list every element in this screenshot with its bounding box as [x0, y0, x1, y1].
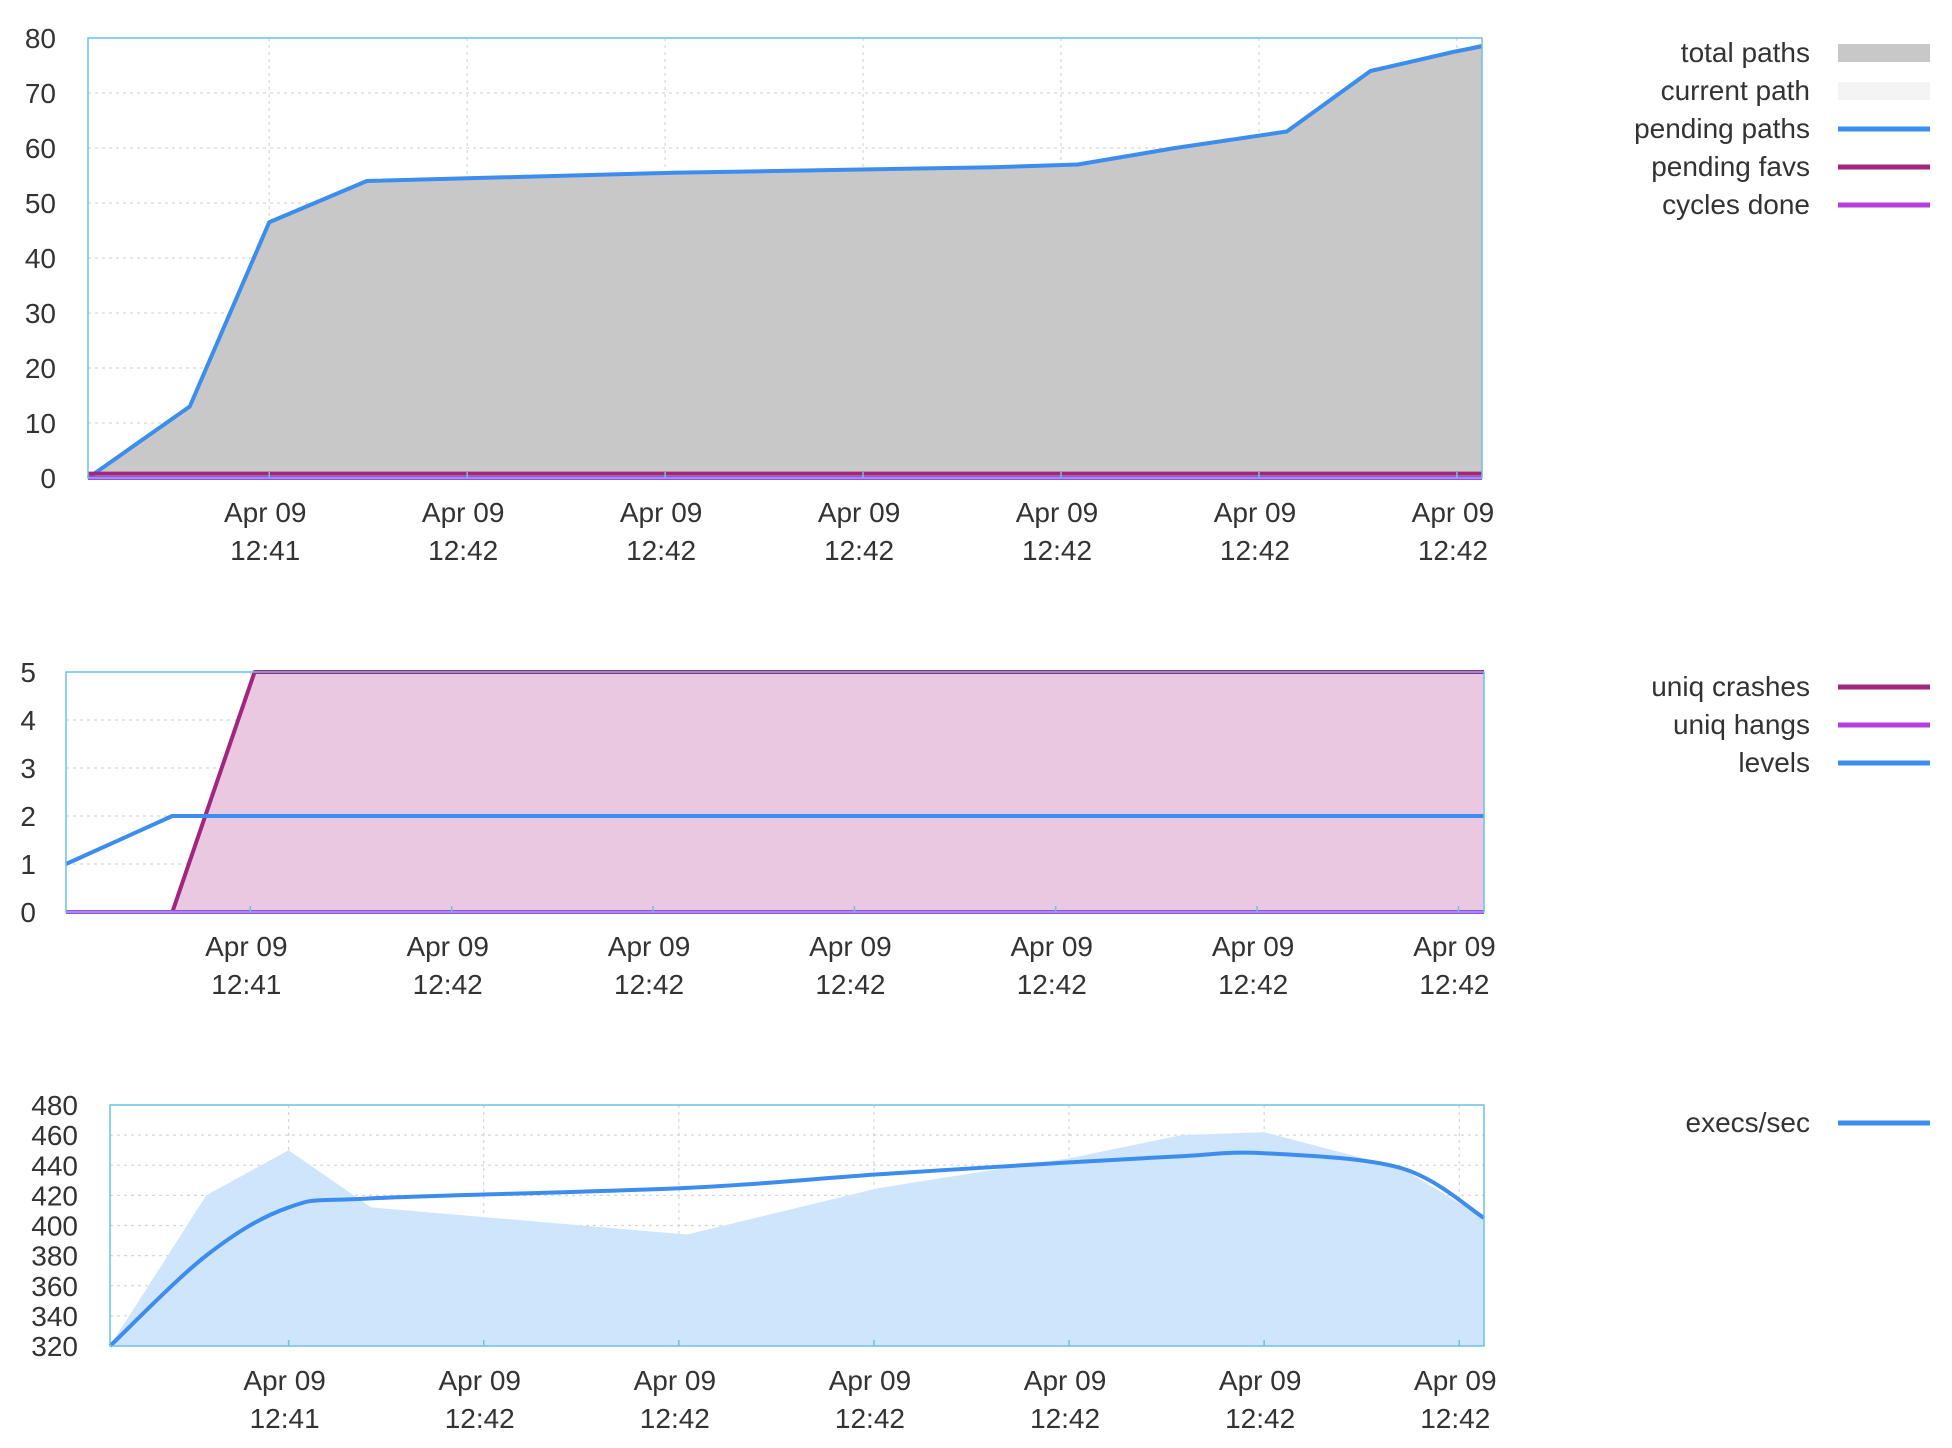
- x-tick-date: Apr 09: [1212, 931, 1295, 962]
- x-tick-time: 12:42: [413, 969, 483, 1000]
- line-levels: [65, 814, 1484, 866]
- y-tick-label: 2: [20, 801, 36, 832]
- y-tick-label: 340: [31, 1301, 78, 1332]
- legend-label: current path: [1661, 75, 1810, 106]
- x-tick-time: 12:42: [835, 1403, 905, 1434]
- x-tick-time: 12:42: [1218, 969, 1288, 1000]
- plot-frame: [65, 671, 1485, 913]
- x-tick-date: Apr 09: [829, 1365, 912, 1396]
- x-tick-date: Apr 09: [406, 931, 489, 962]
- x-tick-time: 12:42: [1420, 1403, 1490, 1434]
- y-tick-label: 440: [31, 1150, 78, 1181]
- y-tick-label: 20: [25, 353, 56, 384]
- x-tick-date: Apr 09: [1412, 497, 1495, 528]
- x-tick-time: 12:42: [815, 969, 885, 1000]
- x-tick-time: 12:42: [1418, 535, 1488, 566]
- legend-label: cycles done: [1662, 189, 1810, 220]
- x-tick-time: 12:42: [626, 535, 696, 566]
- y-tick-label: 400: [31, 1211, 78, 1242]
- line-pending-paths: [86, 44, 1483, 480]
- x-tick-date: Apr 09: [809, 931, 892, 962]
- y-tick-label: 40: [25, 243, 56, 274]
- x-tick-date: Apr 09: [634, 1365, 717, 1396]
- x-tick-time: 12:42: [640, 1403, 710, 1434]
- x-tick-time: 12:42: [1419, 969, 1489, 1000]
- legend-label: pending paths: [1634, 113, 1810, 144]
- legend: total paths current path pending paths pend…: [1634, 37, 1930, 220]
- line-execs-sec: [108, 1150, 1486, 1348]
- y-tick-label: 0: [20, 897, 36, 928]
- x-tick-date: Apr 09: [438, 1365, 521, 1396]
- x-tick-date: Apr 09: [1016, 497, 1099, 528]
- x-tick-time: 12:41: [230, 535, 300, 566]
- y-tick-label: 50: [25, 188, 56, 219]
- y-tick-label: 60: [25, 133, 56, 164]
- legend-swatch: [1838, 44, 1930, 62]
- crashes-chart: 0 1 2 3 4 5 Apr 09 12:41 Apr 09 12:42 Apr 09 12:42 A…: [20, 657, 1930, 1000]
- x-tick-date: Apr 09: [1413, 931, 1496, 962]
- x-tick-time: 12:42: [428, 535, 498, 566]
- x-tick-date: Apr 09: [243, 1365, 326, 1396]
- y-tick-label: 5: [20, 657, 36, 688]
- x-tick-time: 12:41: [211, 969, 281, 1000]
- legend-label: execs/sec: [1686, 1107, 1811, 1138]
- area-uniq-crashes: [66, 672, 1484, 912]
- x-tick-time: 12:42: [1220, 535, 1290, 566]
- x-tick-date: Apr 09: [1219, 1365, 1302, 1396]
- plot-frame: [109, 1104, 1485, 1347]
- area-execs-sec: [110, 1132, 1484, 1346]
- paths-chart: 0 10 20 30 40 50 60 70 80 Apr 09 12:41 Apr 09 12:42 A…: [25, 23, 1930, 566]
- y-tick-label: 380: [31, 1241, 78, 1272]
- legend-label: pending favs: [1651, 151, 1810, 182]
- y-tick-label: 70: [25, 78, 56, 109]
- y-tick-label: 30: [25, 298, 56, 329]
- y-tick-label: 80: [25, 23, 56, 54]
- x-tick-time: 12:42: [1017, 969, 1087, 1000]
- x-tick-date: Apr 09: [620, 497, 703, 528]
- y-tick-label: 10: [25, 408, 56, 439]
- x-tick-time: 12:42: [614, 969, 684, 1000]
- area-total-paths: [88, 43, 1482, 478]
- x-tick-time: 12:42: [1225, 1403, 1295, 1434]
- x-tick-time: 12:41: [250, 1403, 320, 1434]
- y-tick-label: 460: [31, 1120, 78, 1151]
- y-tick-label: 360: [31, 1271, 78, 1302]
- y-tick-label: 0: [40, 463, 56, 494]
- y-tick-label: 3: [20, 753, 36, 784]
- x-tick-date: Apr 09: [1214, 497, 1297, 528]
- x-tick-time: 12:42: [824, 535, 894, 566]
- legend-label: levels: [1738, 747, 1810, 778]
- x-tick-date: Apr 09: [608, 931, 691, 962]
- x-tick-date: Apr 09: [224, 497, 307, 528]
- legend-label: total paths: [1681, 37, 1810, 68]
- x-tick-date: Apr 09: [1414, 1365, 1497, 1396]
- legend: uniq crashes uniq hangs levels: [1651, 671, 1930, 778]
- y-tick-label: 480: [31, 1090, 78, 1121]
- legend: execs/sec: [1686, 1107, 1930, 1138]
- x-tick-date: Apr 09: [1011, 931, 1094, 962]
- y-tick-label: 420: [31, 1180, 78, 1211]
- x-tick-date: Apr 09: [422, 497, 505, 528]
- legend-label: uniq crashes: [1651, 671, 1810, 702]
- x-tick-time: 12:42: [1030, 1403, 1100, 1434]
- legend-swatch: [1838, 82, 1930, 100]
- x-tick-date: Apr 09: [1024, 1365, 1107, 1396]
- legend-label: uniq hangs: [1673, 709, 1810, 740]
- y-tick-label: 320: [31, 1331, 78, 1362]
- x-tick-time: 12:42: [445, 1403, 515, 1434]
- plot-frame: [87, 37, 1483, 479]
- x-tick-date: Apr 09: [205, 931, 288, 962]
- x-tick-date: Apr 09: [818, 497, 901, 528]
- y-tick-label: 1: [20, 849, 36, 880]
- y-tick-label: 4: [20, 705, 36, 736]
- x-tick-time: 12:42: [1022, 535, 1092, 566]
